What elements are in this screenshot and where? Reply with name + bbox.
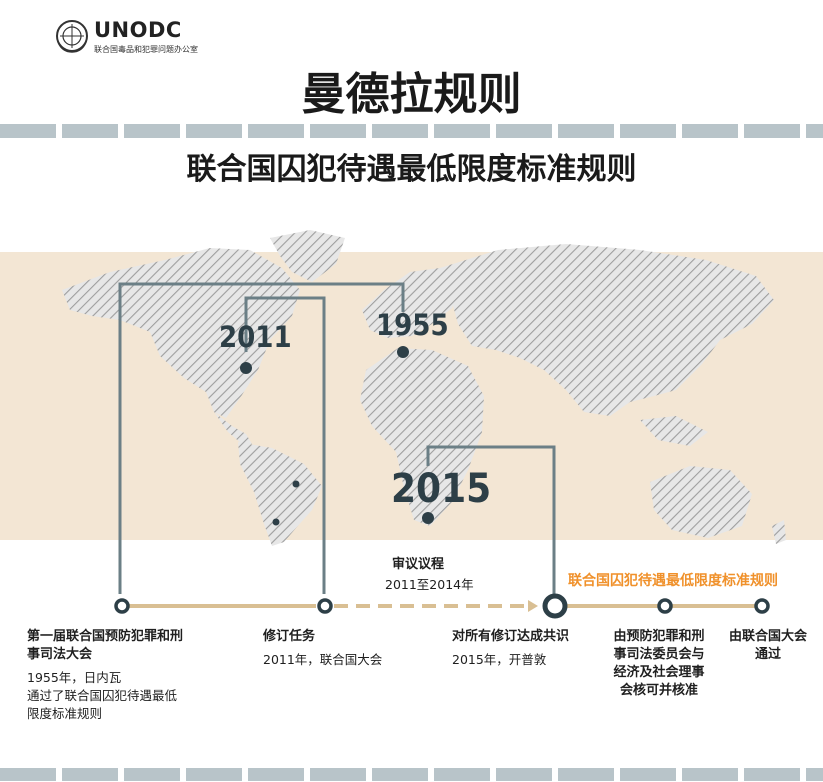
step-1-line: 通过了联合国囚犯待遇最低 — [27, 688, 178, 703]
marker-sa-1 — [292, 480, 300, 488]
year-label-2015: 2015 — [391, 466, 492, 512]
step-2-line: 2011年，联合国大会 — [263, 652, 383, 667]
step-1: 第一届联合国预防犯罪和刑 事司法大会 1955年，日内瓦 通过了联合国囚犯待遇最… — [27, 628, 227, 723]
step-2: 修订任务 2011年，联合国大会 — [263, 628, 423, 669]
step-4-title-line: 事司法委员会与 — [613, 647, 705, 662]
step-5: 由联合国大会 通过 — [718, 628, 818, 664]
marker-1955 — [397, 346, 409, 358]
org-name: UNODC — [94, 18, 182, 42]
review-detail: 2011至2014年 — [385, 577, 474, 592]
step-5-title-line: 由联合国大会 — [728, 629, 807, 644]
step-1-line: 1955年，日内瓦 — [27, 670, 122, 685]
unodc-logo: UNODC 联合国毒品和犯罪问题办公室 — [54, 18, 254, 58]
bottom-stripe — [0, 768, 823, 781]
year-label-2011: 2011 — [219, 320, 292, 354]
timeline-node-1 — [114, 598, 130, 614]
step-3: 对所有修订达成共识 2015年，开普敦 — [452, 628, 612, 669]
timeline-node-3 — [542, 593, 568, 619]
org-subtitle: 联合国毒品和犯罪问题办公室 — [94, 45, 198, 54]
step-1-title-line: 事司法大会 — [27, 647, 93, 662]
step-2-title-line: 修订任务 — [263, 629, 316, 644]
step-3-line: 2015年，开普敦 — [452, 652, 547, 667]
timeline-node-5 — [754, 598, 770, 614]
year-label-1955: 1955 — [376, 308, 449, 342]
marker-2015 — [422, 512, 434, 524]
step-4-title-line: 由预防犯罪和刑 — [613, 629, 705, 644]
step-4-title-line: 会核可并核准 — [619, 683, 698, 698]
step-4: 由预防犯罪和刑 事司法委员会与 经济及社会理事 会核可并核准 — [604, 628, 714, 700]
marker-2011 — [240, 362, 252, 374]
final-rules-title: 联合国囚犯待遇最低限度标准规则 — [568, 573, 778, 589]
top-stripe — [0, 124, 823, 138]
step-3-title-line: 对所有修订达成共识 — [452, 629, 570, 644]
step-5-title-line: 通过 — [754, 647, 781, 662]
step-1-title-line: 第一届联合国预防犯罪和刑 — [27, 629, 184, 644]
page-subtitle: 联合国囚犯待遇最低限度标准规则 — [186, 152, 637, 187]
step-1-line: 限度标准规则 — [27, 706, 103, 721]
timeline-node-4 — [657, 598, 673, 614]
review-title: 审议议程 — [392, 557, 445, 572]
step-4-title-line: 经济及社会理事 — [613, 665, 705, 680]
un-emblem-icon — [56, 20, 88, 53]
page-title: 曼德拉规则 — [301, 69, 522, 120]
marker-sa-2 — [272, 518, 280, 526]
timeline-node-2 — [317, 598, 333, 614]
